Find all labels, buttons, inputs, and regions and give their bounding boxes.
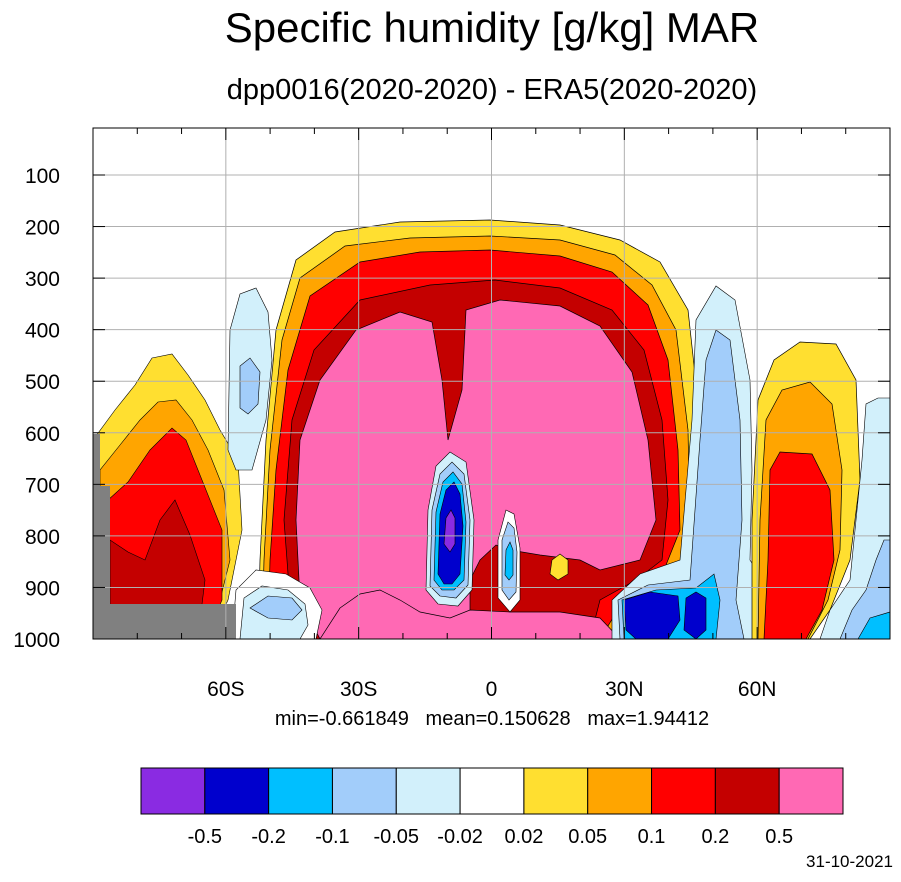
- contour-region-tropical-violet: [443, 509, 456, 553]
- colorbar-label-3: -0.05: [373, 826, 419, 848]
- x-tick-label-3: 30N: [605, 678, 644, 701]
- colorbar-label-1: -0.2: [251, 826, 285, 848]
- chart-title: Specific humidity [g/kg] MAR: [224, 4, 760, 51]
- colorbar-swatch-6: [523, 767, 589, 815]
- y-axis: 100 200 300 400 500 600 700 800 900 1000: [13, 165, 890, 652]
- x-tick-label-1: 30S: [340, 678, 377, 701]
- x-tick-label-2: 0: [486, 678, 498, 701]
- missing-data-region: [93, 434, 236, 639]
- colorbar-swatch-10: [778, 767, 844, 815]
- colorbar-label-7: 0.1: [638, 826, 666, 848]
- contour-region-lower-pink: [319, 589, 621, 639]
- contour-region-eq-cyan: [504, 541, 514, 581]
- contour-region-far-north-blue: [839, 539, 890, 639]
- y-tick-label-9: 1000: [13, 629, 60, 652]
- x-tick-label-0: 60S: [207, 678, 244, 701]
- y-tick-label-5: 600: [25, 423, 60, 446]
- field-statistics: min=-0.661849 mean=0.150628 max=1.94412: [274, 708, 710, 730]
- contour-region-far-north-cyan: [857, 611, 890, 639]
- x-tick-label-4: 60N: [738, 678, 777, 701]
- y-tick-label-1: 200: [25, 217, 60, 240]
- colorbar-swatch-2: [268, 767, 333, 815]
- colorbar-swatch-8: [651, 767, 716, 815]
- colorbar-label-6: 0.05: [568, 826, 607, 848]
- contour-region-negative-blob-blue-left: [239, 357, 261, 415]
- date-stamp: 31-10-2021: [806, 852, 893, 871]
- contour-fields: [93, 219, 890, 639]
- colorbar: -0.5 -0.2 -0.1 -0.05 -0.02 0.02 0.05 0.1 0.2 0.5: [140, 767, 844, 848]
- y-tick-label-3: 400: [25, 320, 60, 343]
- contour-region-nh-navy: [623, 591, 681, 639]
- colorbar-label-5: 0.02: [504, 826, 543, 848]
- y-tick-label-6: 700: [25, 474, 60, 497]
- colorbar-swatch-5: [459, 767, 525, 815]
- y-tick-label-8: 900: [25, 577, 60, 600]
- y-tick-label-7: 800: [25, 526, 60, 549]
- colorbar-swatch-7: [587, 767, 653, 815]
- chart-subtitle: dpp0016(2020-2020) - ERA5(2020-2020): [226, 74, 758, 106]
- colorbar-label-2: -0.1: [315, 826, 349, 848]
- colorbar-swatch-9: [714, 767, 780, 815]
- y-tick-label-0: 100: [25, 165, 60, 188]
- colorbar-swatch-4: [395, 767, 461, 815]
- y-tick-label-4: 500: [25, 371, 60, 394]
- colorbar-label-0: -0.5: [188, 826, 222, 848]
- colorbar-label-9: 0.5: [765, 826, 793, 848]
- x-axis: 60S 30S 0 30N 60N: [136, 128, 847, 701]
- contour-region-low-left-blue: [249, 595, 303, 621]
- y-tick-label-2: 300: [25, 268, 60, 291]
- contour-region-small-yellow: [549, 553, 569, 581]
- colorbar-swatch-1: [204, 767, 270, 815]
- colorbar-swatch-0: [140, 767, 206, 815]
- colorbar-label-4: -0.02: [437, 826, 483, 848]
- colorbar-label-8: 0.2: [701, 826, 729, 848]
- contour-region-nh-navy2: [683, 591, 707, 639]
- contour-region-nh-red: [763, 451, 835, 639]
- colorbar-swatch-3: [331, 767, 397, 815]
